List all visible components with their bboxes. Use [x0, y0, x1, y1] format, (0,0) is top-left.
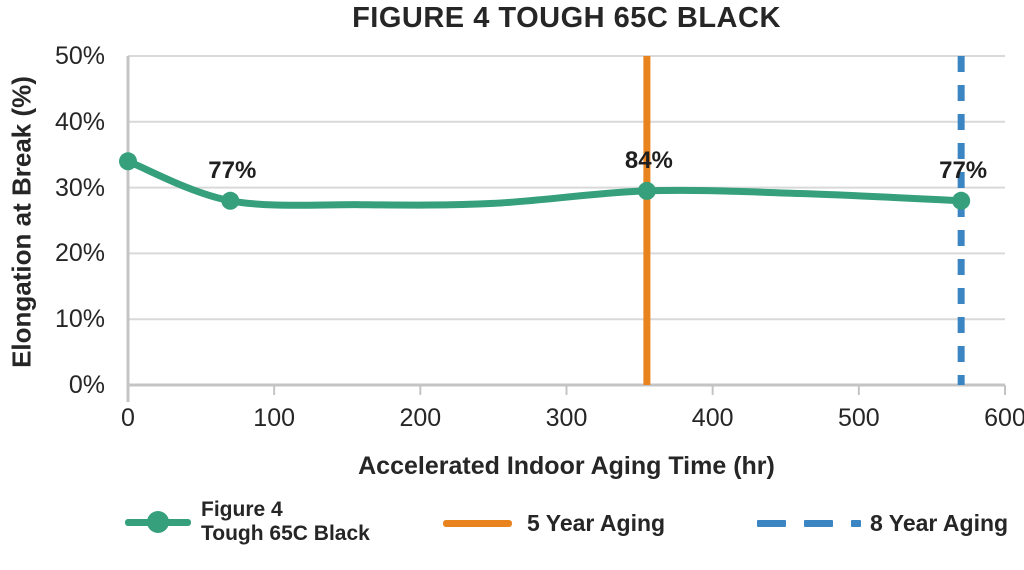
x-tick-label: 400 [691, 404, 734, 432]
y-tick-label: 20% [54, 239, 105, 268]
y-tick-label: 50% [54, 42, 105, 70]
data-point-marker [221, 191, 240, 210]
legend-item-5-year: 5 Year Aging [443, 510, 665, 537]
data-point-marker [637, 181, 656, 200]
x-tick-label: 300 [545, 404, 588, 432]
solid-line-marker-icon [443, 520, 512, 527]
x-tick-label: 500 [837, 404, 880, 432]
legend-item-8-year: 8 Year Aging [757, 510, 1008, 537]
point-label: 77% [939, 156, 988, 184]
legend-label-5-year: 5 Year Aging [527, 510, 666, 536]
dashed-line-marker-icon [757, 520, 861, 527]
legend-item-series: Figure 4 Tough 65C Black [125, 498, 370, 546]
x-tick-label: 200 [399, 404, 442, 432]
data-point-marker [952, 191, 971, 210]
y-tick-label: 40% [54, 107, 105, 136]
y-tick-label: 10% [54, 305, 105, 334]
legend: Figure 4 Tough 65C Black 5 Year Aging 8 … [0, 490, 1024, 560]
x-tick-label: 0 [121, 404, 135, 432]
data-point-marker [119, 152, 137, 171]
y-tick-label: 0% [68, 371, 105, 399]
y-tick-label: 30% [54, 173, 105, 202]
chart-title: FIGURE 4 TOUGH 65C BLACK [352, 2, 781, 34]
legend-label-8-year: 8 Year Aging [870, 510, 1009, 536]
legend-label-series-line2: Tough 65C Black [201, 522, 370, 545]
legend-label-series-line1: Figure 4 [201, 498, 283, 521]
x-tick-label: 600 [984, 404, 1024, 432]
x-axis-title: Accelerated Indoor Aging Time (hr) [358, 452, 775, 480]
x-tick-label: 100 [253, 404, 296, 432]
legend-label-series: Figure 4 Tough 65C Black [201, 498, 370, 546]
series-line-marker-icon [125, 511, 191, 533]
point-label: 84% [624, 146, 673, 174]
point-label: 77% [208, 156, 257, 184]
